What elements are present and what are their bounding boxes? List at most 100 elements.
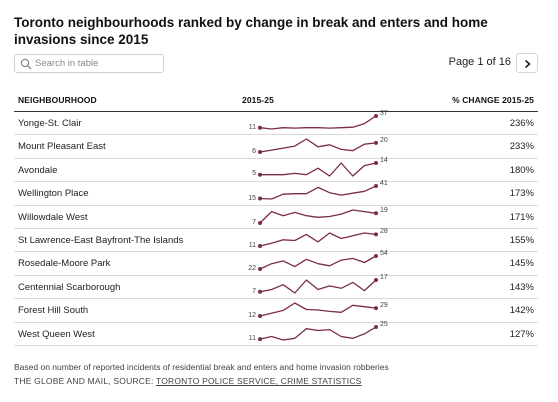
percent-change: 142%	[509, 305, 534, 317]
footnote: Based on number of reported incidents of…	[14, 362, 389, 372]
table-row: Forest Hill South 12 29 142%	[14, 299, 538, 323]
sparkline-start-point	[258, 314, 262, 319]
sparkline-end-point	[374, 114, 378, 118]
sparkline-chart	[258, 138, 378, 155]
sparkline-line	[259, 325, 377, 341]
sparkline-start-value: 15	[248, 194, 256, 202]
sparkline-end-point	[374, 210, 378, 215]
sparkline-end-point	[374, 184, 378, 189]
sparkline-start-value: 22	[248, 265, 256, 273]
sparkline-start-point	[258, 172, 262, 177]
sparkline-chart	[258, 277, 378, 294]
table-row: Yonge-St. Clair 11 37 236%	[14, 110, 538, 136]
percent-change: 171%	[509, 211, 534, 223]
search-box[interactable]	[14, 54, 164, 73]
sparkline-chart	[258, 302, 378, 319]
search-input[interactable]	[35, 56, 159, 71]
sparkline-end-value: 14	[380, 156, 388, 164]
table-row: Centennial Scarborough 7 17 143%	[14, 273, 538, 300]
sparkline-line	[259, 115, 377, 130]
column-header-trend: 2015-25	[242, 95, 274, 105]
sparkline-start-point	[258, 243, 262, 248]
sparkline-line	[259, 279, 377, 294]
sparkline-end-value: 29	[380, 302, 388, 310]
sparkline-end-point	[374, 160, 378, 165]
sparkline-start-point	[258, 125, 262, 130]
column-header-neighbourhood[interactable]: NEIGHBOURHOOD	[18, 95, 97, 105]
percent-change: 143%	[509, 281, 534, 293]
table-row: Wellington Place 15 41 173%	[14, 180, 538, 206]
chart-title: Toronto neighbourhoods ranked by change …	[14, 15, 488, 47]
trend-sparkline: 22 54	[238, 250, 398, 275]
sparkline-start-value: 7	[252, 287, 256, 295]
neighbourhood-name: West Queen West	[18, 328, 95, 340]
percent-change: 233%	[509, 141, 534, 153]
trend-sparkline: 6 20	[238, 135, 398, 158]
table-row: West Queen West 11 25 127%	[14, 321, 538, 346]
sparkline-line	[260, 162, 377, 177]
neighbourhood-name: Centennial Scarborough	[18, 281, 121, 293]
sparkline-start-point	[258, 150, 262, 155]
source-link[interactable]: TORONTO POLICE SERVICE, CRIME STATISTICS	[155, 376, 362, 386]
sparkline-chart	[258, 208, 378, 225]
percent-change: 127%	[509, 328, 534, 340]
sparkline-end-value: 37	[380, 110, 388, 117]
percent-change: 155%	[509, 234, 534, 246]
trend-sparkline: 7 19	[238, 206, 398, 229]
sparkline-end-point	[374, 324, 378, 329]
neighbourhood-name: St Lawrence-East Bayfront-The Islands	[18, 234, 184, 246]
neighbourhood-name: Wellington Place	[18, 188, 89, 200]
search-icon	[20, 58, 32, 70]
trend-sparkline: 11 28	[238, 228, 398, 252]
sparkline-chart	[258, 324, 378, 341]
trend-sparkline: 15 41	[238, 180, 398, 205]
sparkline-line	[259, 208, 377, 224]
sparkline-end-value: 19	[380, 206, 388, 214]
sparkline-end-value: 41	[380, 180, 388, 188]
sparkline-start-point	[258, 220, 262, 225]
sparkline-start-point	[258, 267, 262, 272]
percent-change: 145%	[509, 258, 534, 270]
column-header-change[interactable]: % CHANGE 2015-25	[452, 95, 534, 105]
percent-change: 180%	[509, 164, 534, 176]
table-row: Mount Pleasant East 6 20 233%	[14, 135, 538, 159]
sparkline-end-point	[374, 306, 378, 311]
neighbourhood-name: Willowdale West	[18, 211, 88, 223]
trend-sparkline: 12 29	[238, 299, 398, 322]
sparkline-end-value: 28	[380, 228, 388, 236]
neighbourhood-name: Mount Pleasant East	[18, 141, 106, 153]
sparkline-end-value: 20	[380, 137, 388, 145]
sparkline-start-value: 5	[252, 170, 256, 178]
sparkline-chart	[258, 160, 378, 177]
neighbourhood-name: Forest Hill South	[18, 305, 89, 317]
trend-sparkline: 11 37	[238, 110, 398, 135]
sparkline-start-value: 12	[248, 312, 256, 320]
sparkline-chart	[258, 114, 378, 130]
sparkline-start-value: 6	[252, 148, 256, 156]
table-row: Avondale 5 14 180%	[14, 156, 538, 183]
table-header: NEIGHBOURHOOD 2015-25 % CHANGE 2015-25	[14, 88, 538, 112]
sparkline-start-point	[258, 336, 262, 341]
page-indicator: Page 1 of 16	[448, 56, 511, 68]
sparkline-chart	[258, 254, 378, 272]
trend-sparkline: 11 25	[238, 321, 398, 346]
neighbourhood-name: Yonge-St. Clair	[18, 118, 82, 129]
neighbourhood-name: Rosedale-Moore Park	[18, 258, 111, 270]
sparkline-line	[259, 302, 377, 317]
table-row: St Lawrence-East Bayfront-The Islands 11 2…	[14, 228, 538, 253]
sparkline-start-point	[258, 196, 262, 201]
sparkline-start-value: 11	[248, 241, 256, 249]
sparkline-start-value: 7	[252, 218, 256, 226]
sparkline-line	[259, 232, 377, 247]
sparkline-end-point	[374, 254, 378, 259]
sparkline-end-point	[374, 232, 378, 237]
table-row: Rosedale-Moore Park 22 54 145%	[14, 250, 538, 276]
chevron-right-icon	[524, 59, 531, 69]
sparkline-start-point	[258, 289, 262, 294]
sparkline-line	[259, 138, 377, 154]
sparkline-end-value: 17	[380, 273, 388, 281]
sparkline-chart	[258, 232, 378, 248]
next-page-button[interactable]	[516, 53, 538, 73]
sparkline-start-value: 11	[248, 334, 256, 342]
sparkline-line	[259, 255, 377, 270]
